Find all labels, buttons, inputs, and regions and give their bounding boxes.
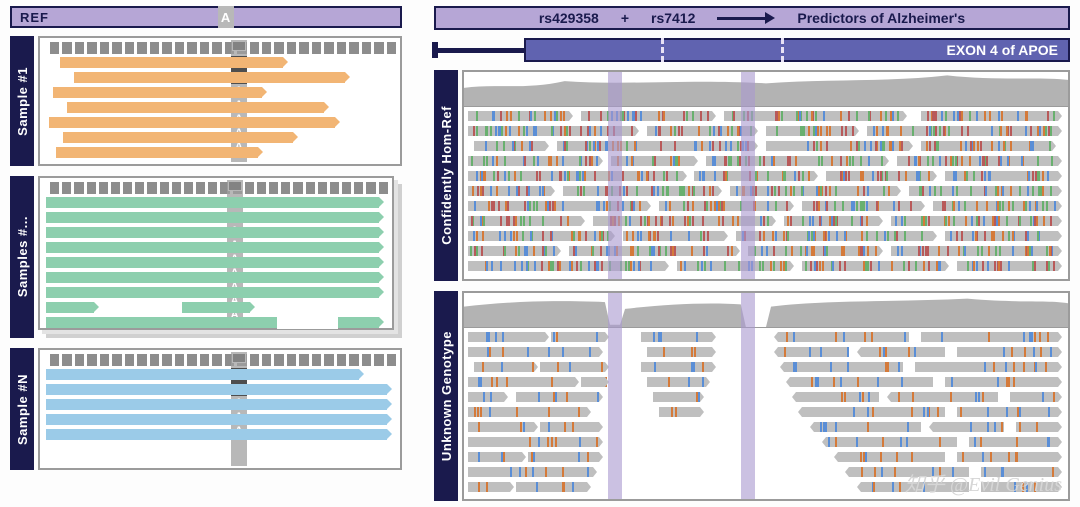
sample-row: Sample #NGGAAA <box>10 348 402 470</box>
ref-snp-column: A <box>218 6 234 28</box>
coverage-plot <box>464 72 1068 106</box>
alignment-track <box>462 291 1070 502</box>
exon-snp2-marker <box>781 38 787 62</box>
track-row: Unknown Genotype <box>434 291 1070 502</box>
sample-track: GGAAAAA <box>38 36 402 166</box>
track-label: Unknown Genotype <box>434 291 458 502</box>
exon-label: EXON 4 of APOE <box>946 42 1058 58</box>
sample-label: Samples #... <box>10 176 34 338</box>
coverage-plot <box>464 293 1068 327</box>
snp-header: rs429358 + rs7412 Predictors of Alzheime… <box>434 6 1070 30</box>
right-panel: rs429358 + rs7412 Predictors of Alzheime… <box>434 6 1070 501</box>
track-row: Confidently Hom-Ref <box>434 70 1070 281</box>
ref-bar: REF A <box>10 6 402 28</box>
plus-sign: + <box>621 10 629 26</box>
snp-band <box>741 72 755 279</box>
exon-snp1-marker <box>661 38 667 62</box>
ref-row: REF A <box>10 6 402 28</box>
snp-band <box>608 72 622 279</box>
alignment-track <box>462 70 1070 281</box>
sample-label: Sample #N <box>10 348 34 470</box>
snp2-id: rs7412 <box>651 10 695 26</box>
ref-label: REF <box>12 10 49 25</box>
snp-band <box>608 293 622 500</box>
sample-track: AAAAAAAAA <box>38 176 394 330</box>
predictor-label: Predictors of Alzheimer's <box>797 10 965 26</box>
snp1-id: rs429358 <box>539 10 599 26</box>
exon-schematic: EXON 4 of APOE <box>434 36 1070 64</box>
ref-base: A <box>221 10 230 25</box>
left-panel: REF A Sample #1GGAAAAASamples #...AAAAAA… <box>10 6 402 501</box>
arrow-icon <box>717 12 775 24</box>
track-label: Confidently Hom-Ref <box>434 70 458 281</box>
snp-band <box>741 293 755 500</box>
sample-track: GGAAA <box>38 348 402 470</box>
sample-row: Samples #...AAAAAAAAA <box>10 176 402 338</box>
transcript-cap <box>432 42 438 58</box>
sample-label: Sample #1 <box>10 36 34 166</box>
exon-box: EXON 4 of APOE <box>524 38 1070 62</box>
sample-row: Sample #1GGAAAAA <box>10 36 402 166</box>
